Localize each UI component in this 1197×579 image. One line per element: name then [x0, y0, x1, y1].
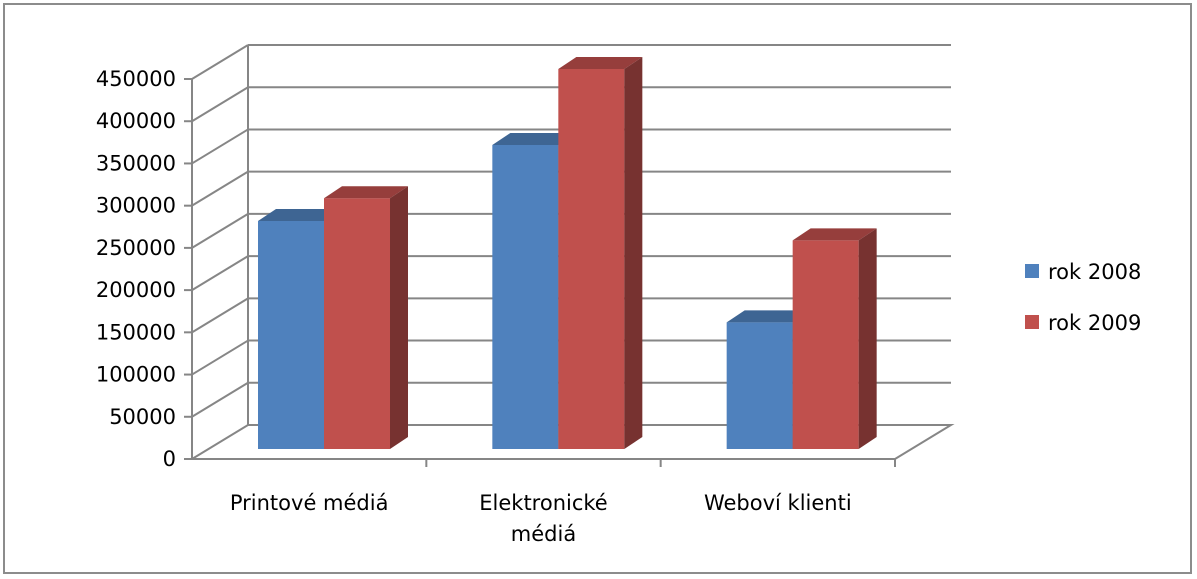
legend-label: rok 2008: [1048, 260, 1141, 284]
bar-front: [792, 240, 859, 449]
y-tick-label: 350000: [96, 151, 176, 175]
y-tick-label: 300000: [96, 194, 176, 218]
bar-front: [258, 221, 324, 449]
x-category-label: Printové médiá: [230, 491, 389, 515]
bar-front: [726, 322, 793, 449]
gridline-diagonal: [191, 44, 249, 80]
x-category-label: médiá: [511, 522, 576, 546]
gridline-diagonal: [191, 381, 249, 418]
x-category-label: Weboví klienti: [704, 491, 852, 515]
y-tick-label: 200000: [96, 278, 176, 302]
bar-front: [558, 69, 625, 449]
bar: [324, 186, 408, 449]
bar-front: [324, 198, 390, 449]
y-tick-label: 0: [163, 447, 176, 471]
gridline-diagonal: [191, 128, 249, 165]
x-category-label: Elektronické: [479, 491, 607, 515]
legend-swatch: [1025, 264, 1039, 278]
y-tick-label: 250000: [96, 236, 176, 260]
bar-side: [858, 228, 877, 449]
legend: rok 2008 rok 2009: [1025, 260, 1141, 335]
bar: [792, 228, 877, 449]
x-axis: Printové médiá Elektronické médiá Weboví kl…: [192, 458, 896, 546]
y-tick-label: 100000: [96, 363, 176, 387]
bar-top: [324, 186, 408, 199]
gridline-diagonal: [191, 213, 249, 249]
y-axis-ticks: 0 50000 100000 150000 200000 250000 300000 3500…: [96, 67, 192, 471]
bars: [258, 57, 877, 449]
bar-top: [726, 310, 811, 323]
bar-side: [390, 186, 408, 449]
gridline-diagonal: [191, 255, 249, 291]
y-tick-label: 50000: [109, 405, 176, 429]
gridline-diagonal: [191, 339, 249, 376]
bar-top: [258, 209, 342, 221]
bar-top: [558, 57, 643, 69]
bar-front: [492, 145, 559, 449]
legend-label: rok 2009: [1048, 311, 1141, 335]
y-tick-label: 450000: [96, 67, 176, 91]
y-tick-label: 150000: [96, 320, 176, 344]
gridline-diagonal: [191, 86, 249, 123]
y-tick-label: 400000: [96, 109, 176, 133]
gridline-diagonal: [191, 170, 249, 207]
gridline-diagonal: [191, 297, 249, 334]
bar: [558, 57, 643, 449]
bar-top: [492, 133, 577, 145]
legend-swatch: [1025, 315, 1039, 329]
bar-side: [624, 57, 643, 449]
bar-top: [792, 228, 877, 241]
